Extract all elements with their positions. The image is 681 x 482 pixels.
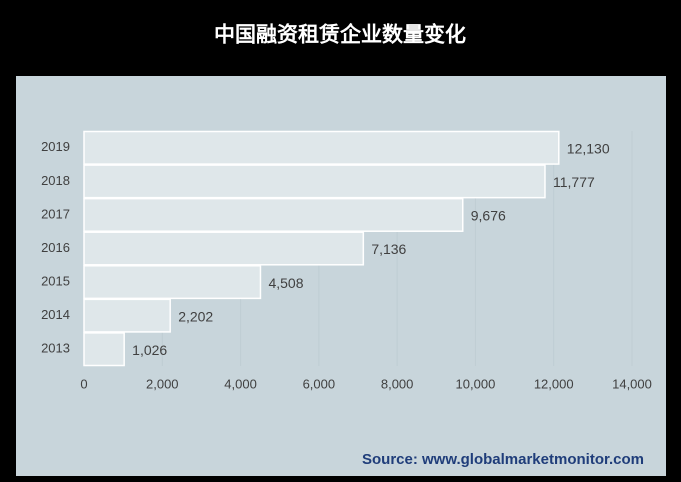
- x-tick-label: 0: [80, 376, 87, 391]
- source: Source: www.globalmarketmonitor.com: [362, 451, 644, 468]
- bar: [83, 231, 365, 266]
- value-label: 7,136: [371, 241, 406, 257]
- x-tick-label: 4,000: [224, 376, 257, 391]
- value-label: 2,202: [178, 308, 213, 324]
- x-tick-label: 10,000: [456, 376, 496, 391]
- y-tick-label: 2019: [41, 139, 70, 154]
- value-label: 1,026: [132, 342, 167, 358]
- bar: [83, 265, 262, 300]
- y-tick-label: 2013: [41, 341, 70, 356]
- chart-title: 中国融资租赁企业数量变化: [214, 23, 466, 47]
- value-label: 11,777: [553, 174, 595, 190]
- x-tick-label: 8,000: [381, 376, 414, 391]
- x-tick-label: 2,000: [146, 376, 179, 391]
- y-tick-label: 2018: [41, 173, 70, 188]
- bar: [83, 298, 171, 333]
- value-label: 12,130: [567, 140, 610, 156]
- y-tick-label: 2015: [41, 274, 70, 289]
- x-tick-label: 6,000: [303, 376, 336, 391]
- x-tick-label: 14,000: [612, 376, 652, 391]
- value-label: 9,676: [471, 208, 506, 224]
- y-tick-label: 2017: [41, 206, 70, 221]
- bar: [83, 164, 546, 199]
- bar: [83, 197, 464, 232]
- y-tick-label: 2016: [41, 240, 70, 255]
- x-tick-label: 12,000: [534, 376, 574, 391]
- y-tick-label: 2014: [41, 307, 70, 322]
- bar: [83, 332, 125, 367]
- bar: [83, 130, 560, 165]
- value-label: 4,508: [268, 275, 303, 291]
